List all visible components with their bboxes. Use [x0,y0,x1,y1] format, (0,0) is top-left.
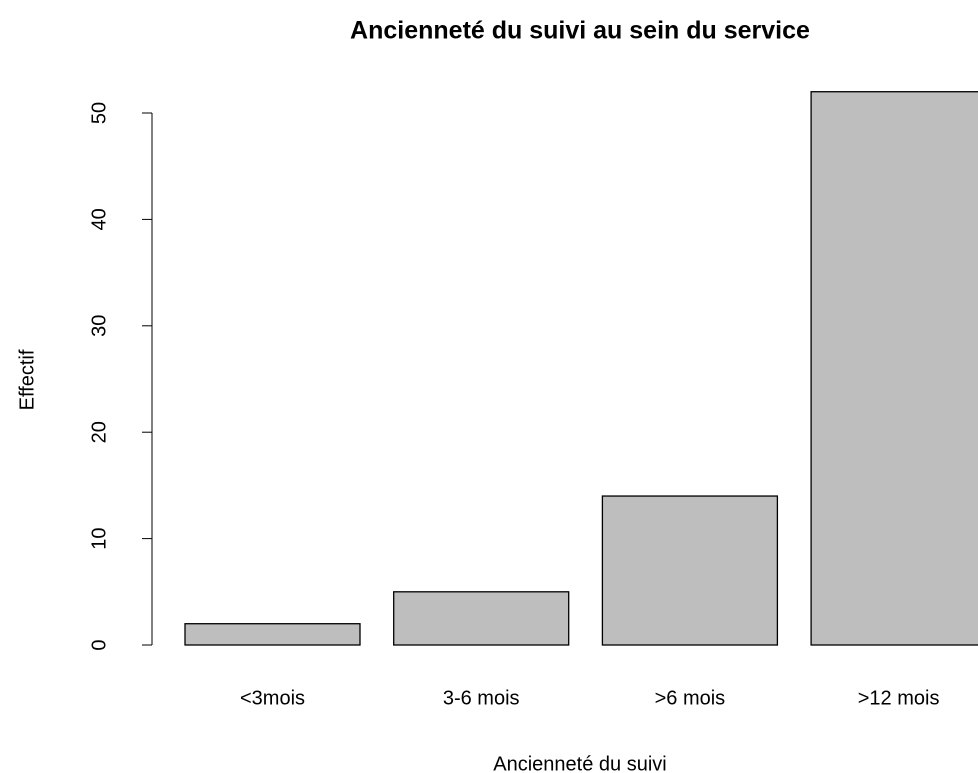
bar [184,623,361,646]
bar [393,591,570,646]
y-tick-label: 10 [88,527,110,549]
x-tick-label: 3-6 mois [443,687,520,709]
chart-title: Ancienneté du suivi au sein du service [350,17,810,45]
y-tick-label: 30 [88,315,110,337]
y-tick-label: 0 [88,639,110,650]
bar [601,495,779,646]
x-axis-label: Ancienneté du suivi [493,753,666,773]
y-axis-label: Effectif [16,349,38,410]
y-tick-label: 40 [88,208,110,230]
x-tick-label: >12 mois [858,687,940,709]
y-tick-label: 50 [88,102,110,124]
y-tick-label: 20 [88,421,110,443]
x-tick-label: >6 mois [655,687,726,709]
bar [810,91,978,646]
x-tick-label: <3mois [240,687,305,709]
